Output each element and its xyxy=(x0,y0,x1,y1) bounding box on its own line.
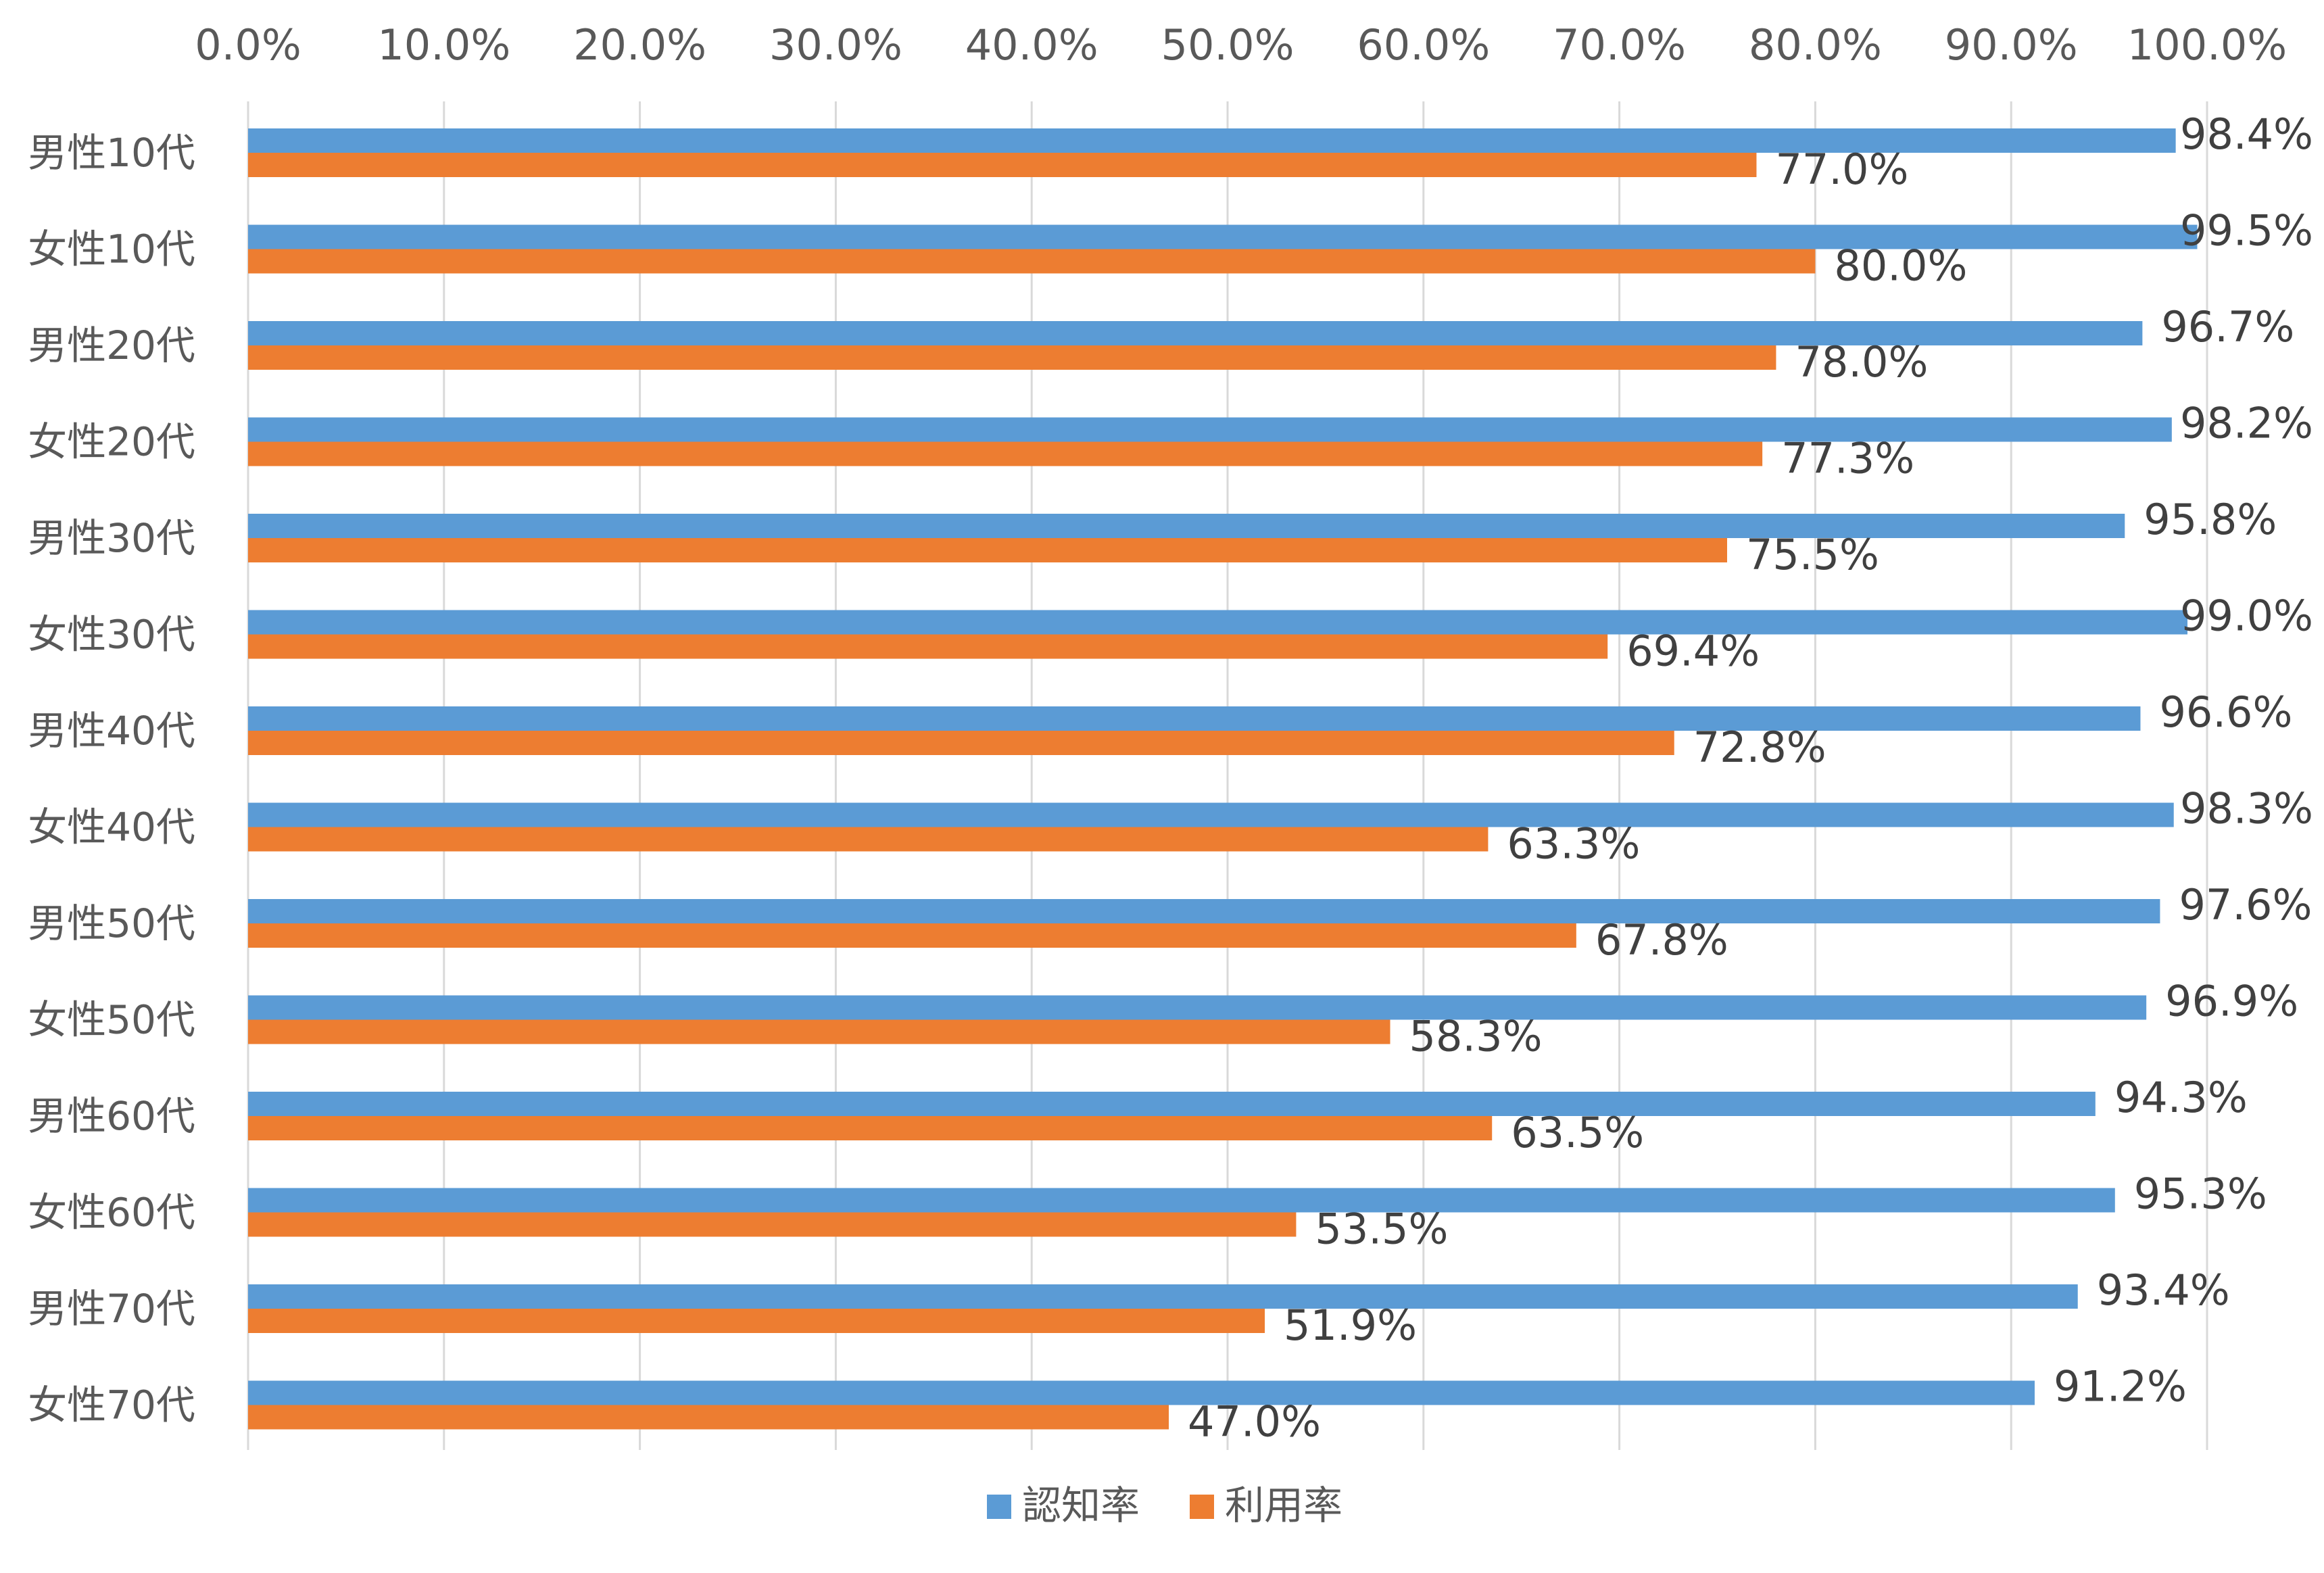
bar-usage xyxy=(248,731,1674,755)
bar-usage xyxy=(248,153,1757,177)
x-tick-label: 90.0% xyxy=(1945,20,2078,70)
data-label: 63.5% xyxy=(1511,1108,1644,1157)
legend-swatch xyxy=(987,1495,1011,1519)
bar-usage xyxy=(248,249,1816,274)
legend: 認知率 利用率 xyxy=(987,1482,1342,1528)
category-labels: 男性10代女性10代男性20代女性20代男性30代女性30代男性40代女性40代… xyxy=(28,130,195,1428)
legend-label: 認知率 xyxy=(1022,1482,1140,1528)
data-label: 72.8% xyxy=(1693,723,1826,772)
bar-awareness xyxy=(248,1380,2035,1405)
category-label: 男性20代 xyxy=(28,322,195,368)
bar-awareness xyxy=(248,417,2172,442)
x-tick-label: 80.0% xyxy=(1749,20,1882,70)
data-label: 91.2% xyxy=(2054,1362,2187,1411)
legend-swatch xyxy=(1190,1495,1214,1519)
category-label: 女性20代 xyxy=(28,419,195,465)
x-tick-label: 100.0% xyxy=(2127,20,2287,70)
x-axis-ticks: 0.0% 10.0% 20.0% 30.0% 40.0% 50.0% 60.0% 70.0% 8… xyxy=(195,20,2287,70)
bar-awareness xyxy=(248,995,2147,1020)
bar-awareness xyxy=(248,128,2176,153)
category-label: 女性40代 xyxy=(28,804,195,850)
x-tick-label: 40.0% xyxy=(965,20,1098,70)
category-label: 男性50代 xyxy=(28,900,195,946)
bar-usage xyxy=(248,441,1763,466)
x-tick-label: 10.0% xyxy=(377,20,510,70)
bar-awareness xyxy=(248,514,2125,538)
x-tick-label: 20.0% xyxy=(573,20,706,70)
data-label: 98.2% xyxy=(2180,399,2313,448)
data-label: 75.5% xyxy=(1746,530,1879,579)
bar-awareness xyxy=(248,706,2141,731)
data-label: 77.3% xyxy=(1781,434,1914,483)
data-label: 98.3% xyxy=(2180,784,2313,833)
category-label: 女性60代 xyxy=(28,1190,195,1236)
data-label: 97.6% xyxy=(2179,880,2312,929)
x-tick-label: 70.0% xyxy=(1553,20,1686,70)
data-label: 78.0% xyxy=(1795,337,1928,387)
data-label: 93.4% xyxy=(2097,1265,2230,1315)
category-label: 男性30代 xyxy=(28,515,195,561)
category-label: 男性10代 xyxy=(28,130,195,176)
data-label: 99.5% xyxy=(2180,206,2313,256)
data-labels: 98.4% 77.0% 99.5% 80.0% 96.7% 78.0% 98.2% 77.3%… xyxy=(1188,110,2313,1447)
bar-awareness xyxy=(248,224,2198,249)
category-label: 女性50代 xyxy=(28,997,195,1043)
data-label: 80.0% xyxy=(1834,241,1967,291)
bar-awareness xyxy=(248,802,2174,827)
data-label: 96.6% xyxy=(2159,687,2292,737)
data-label: 96.7% xyxy=(2161,302,2294,352)
data-label: 77.0% xyxy=(1775,145,1908,194)
data-label: 67.8% xyxy=(1595,915,1728,965)
bar-usage xyxy=(248,345,1776,370)
bar-usage xyxy=(248,1019,1390,1044)
data-label: 99.0% xyxy=(2180,591,2313,641)
category-label: 女性10代 xyxy=(28,226,195,272)
bar-usage xyxy=(248,634,1608,659)
bar-awareness xyxy=(248,321,2143,345)
data-label: 51.9% xyxy=(1284,1301,1417,1350)
bar-awareness xyxy=(248,1284,2078,1309)
category-label: 男性60代 xyxy=(28,1093,195,1139)
bar-awareness xyxy=(248,899,2160,923)
category-label: 女性30代 xyxy=(28,612,195,658)
data-label: 98.4% xyxy=(2180,110,2313,159)
bars xyxy=(248,128,2198,1430)
x-tick-label: 30.0% xyxy=(769,20,902,70)
legend-label: 利用率 xyxy=(1225,1482,1342,1528)
bar-usage xyxy=(248,1116,1493,1140)
data-label: 53.5% xyxy=(1315,1205,1448,1254)
bar-awareness xyxy=(248,1092,2096,1116)
data-label: 69.4% xyxy=(1626,627,1760,676)
x-tick-label: 50.0% xyxy=(1161,20,1294,70)
bar-usage xyxy=(248,923,1576,948)
category-label: 女性70代 xyxy=(28,1382,195,1428)
data-label: 96.9% xyxy=(2165,977,2298,1026)
bar-usage xyxy=(248,1405,1169,1430)
bar-usage xyxy=(248,1309,1265,1333)
x-tick-label: 60.0% xyxy=(1357,20,1490,70)
data-label: 95.3% xyxy=(2134,1169,2267,1219)
data-label: 95.8% xyxy=(2144,495,2277,544)
data-label: 94.3% xyxy=(2114,1073,2248,1122)
bar-usage xyxy=(248,827,1488,852)
gridlines xyxy=(247,101,2208,1450)
bar-awareness xyxy=(248,1188,2115,1213)
x-tick-label: 0.0% xyxy=(195,20,301,70)
category-label: 男性40代 xyxy=(28,708,195,754)
data-label: 63.3% xyxy=(1507,819,1640,869)
category-label: 男性70代 xyxy=(28,1286,195,1332)
bar-usage xyxy=(248,538,1727,562)
data-label: 58.3% xyxy=(1409,1012,1543,1061)
bar-usage xyxy=(248,1212,1297,1237)
data-label: 47.0% xyxy=(1188,1397,1321,1447)
bar-awareness xyxy=(248,610,2188,635)
